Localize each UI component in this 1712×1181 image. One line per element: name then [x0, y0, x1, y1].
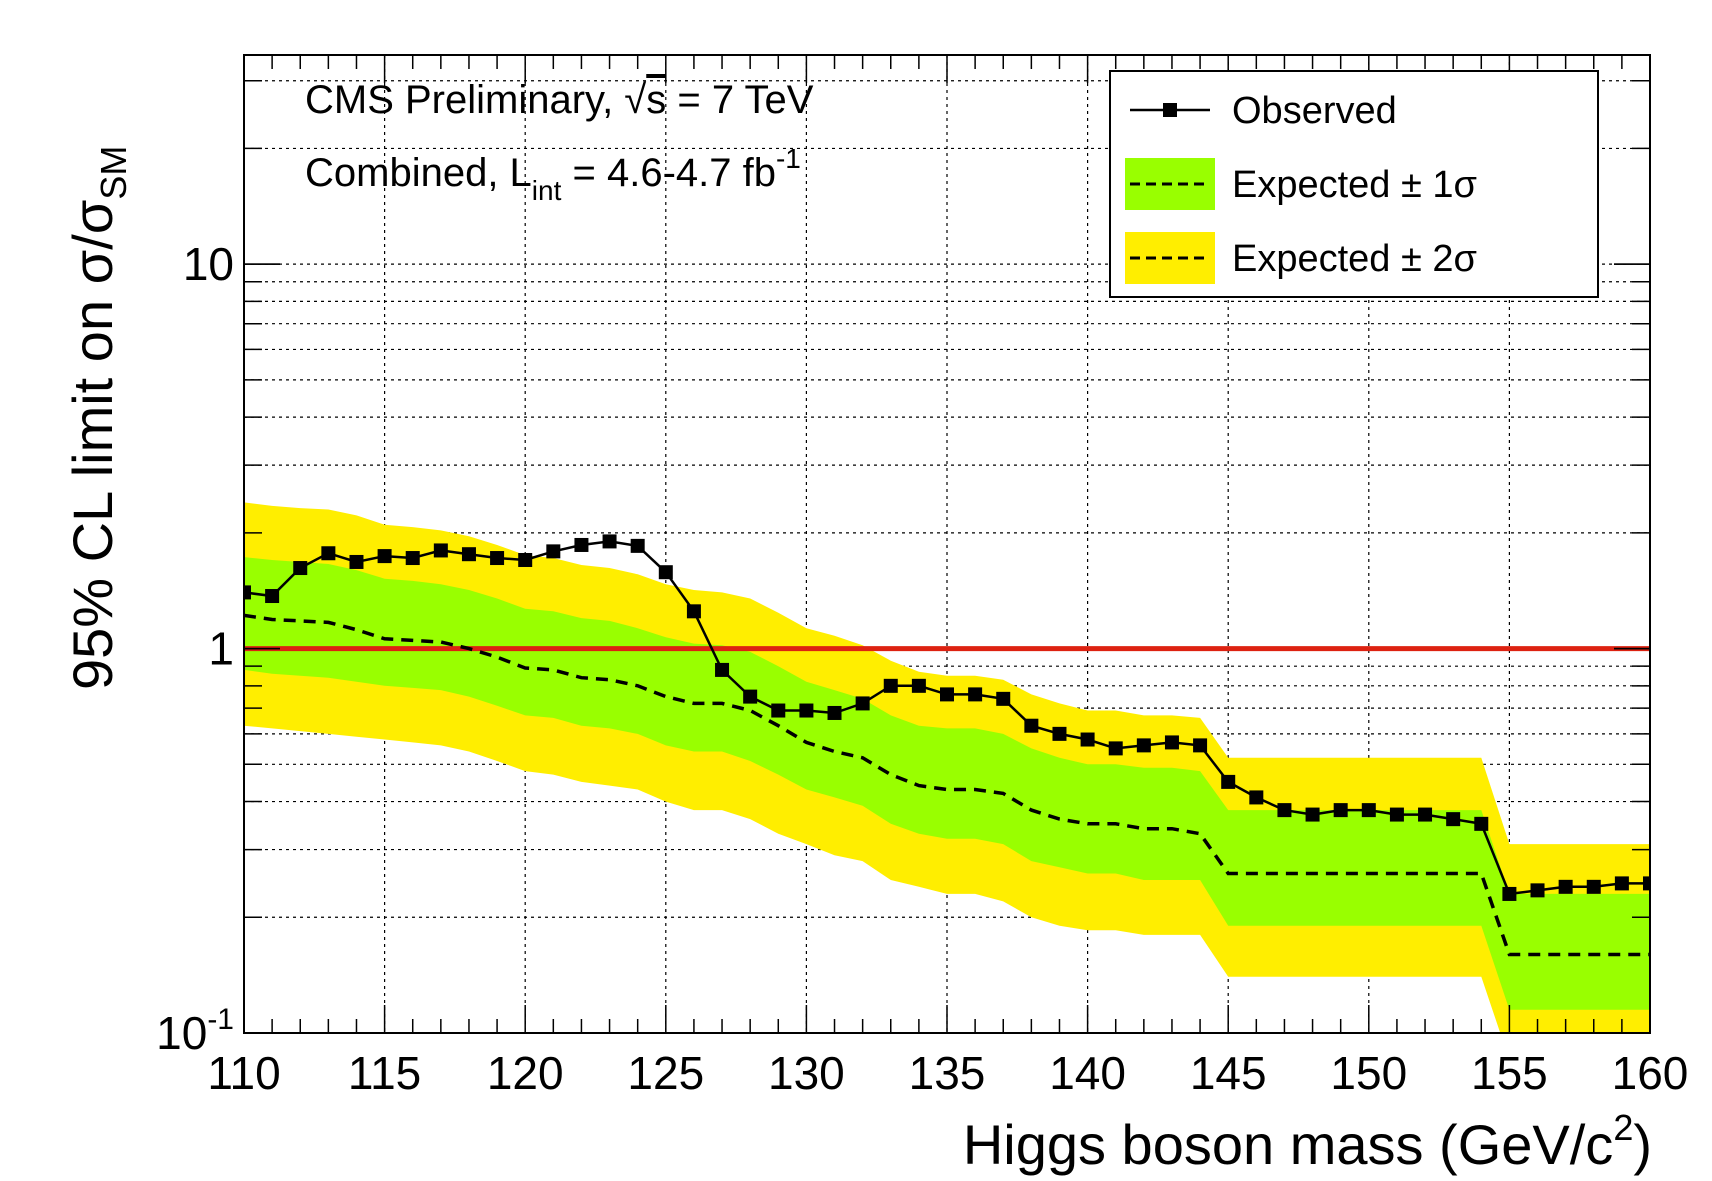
x-tick-label: 110 — [207, 1047, 280, 1099]
observed-point — [1418, 807, 1433, 822]
y-tick-label: 1 — [208, 623, 234, 675]
observed-markers — [244, 534, 1650, 901]
observed-point — [602, 534, 617, 549]
legend-entry-2sigma: Expected ± 2σ — [1125, 232, 1477, 284]
observed-point — [574, 537, 589, 552]
observed-point — [1221, 774, 1236, 789]
observed-point — [244, 585, 251, 600]
legend-label-observed: Observed — [1232, 90, 1397, 132]
x-axis-title: Higgs boson mass (GeV/c2) — [963, 1107, 1652, 1176]
y-tick-label: 10 — [183, 238, 234, 290]
observed-point — [940, 687, 954, 702]
axis-ticks — [243, 55, 1651, 1034]
observed-point — [1024, 718, 1039, 733]
observed-point — [799, 703, 814, 718]
observed-point — [1277, 803, 1292, 818]
observed-point — [1305, 807, 1320, 822]
x-tick-labels: 110 115 120 125 130 135 140 145 150 155 160 — [207, 1047, 1688, 1099]
observed-point — [827, 705, 842, 720]
observed-point — [968, 687, 983, 702]
observed-point — [1052, 726, 1067, 741]
expected-line — [244, 613, 1650, 957]
observed-point — [855, 696, 870, 711]
legend-observed-marker-swatch — [1163, 103, 1177, 117]
observed-point — [1389, 807, 1404, 822]
observed-point — [1361, 803, 1376, 818]
observed-point — [1136, 738, 1151, 753]
observed-point — [1643, 876, 1650, 891]
observed-point — [433, 543, 448, 558]
observed-point — [1080, 732, 1095, 747]
x-tick-label: 145 — [1190, 1047, 1267, 1099]
legend-entry-1sigma: Expected ± 1σ — [1125, 158, 1477, 210]
x-tick-label: 115 — [348, 1047, 421, 1099]
legend: Observed Expected ± 1σ Expected ± 2σ — [1109, 70, 1599, 298]
observed-point — [686, 604, 701, 619]
x-tick-label: 135 — [909, 1047, 986, 1099]
x-tick-label: 120 — [487, 1047, 564, 1099]
observed-point — [911, 678, 926, 693]
observed-point — [490, 551, 505, 566]
plot-frame — [243, 54, 1651, 1034]
observed-point — [1558, 879, 1573, 894]
legend-entry-observed: Observed — [1130, 90, 1397, 132]
observed-point — [996, 691, 1011, 706]
expected-1sigma-band — [244, 557, 1650, 1010]
y-tick-label: 10-1 — [156, 1003, 234, 1059]
x-tick-label: 160 — [1612, 1047, 1689, 1099]
observed-point — [405, 551, 420, 566]
observed-point — [883, 678, 898, 693]
observed-point — [1249, 790, 1264, 805]
observed-point — [658, 565, 673, 580]
legend-label-1sigma: Expected ± 1σ — [1232, 164, 1477, 206]
x-tick-label: 125 — [627, 1047, 704, 1099]
observed-point — [1586, 879, 1601, 894]
x-tick-label: 130 — [768, 1047, 845, 1099]
y-axis-title: 95% CL limit on σ/σSM — [61, 146, 134, 690]
observed-point — [1164, 735, 1179, 750]
observed-point — [546, 544, 561, 559]
observed-point — [1446, 812, 1461, 827]
observed-point — [1502, 886, 1517, 901]
observed-point — [1108, 741, 1123, 756]
observed-point — [349, 554, 364, 569]
observed-point — [630, 538, 645, 553]
observed-point — [377, 549, 392, 564]
observed-point — [461, 547, 476, 562]
x-tick-label: 155 — [1471, 1047, 1548, 1099]
observed-point — [1193, 738, 1208, 753]
observed-point — [715, 662, 730, 677]
observed-point — [265, 589, 280, 604]
x-tick-label: 150 — [1330, 1047, 1407, 1099]
observed-point — [1474, 816, 1489, 831]
observed-point — [1333, 803, 1348, 818]
header-line-1: CMS Preliminary, √s = 7 TeV — [305, 78, 814, 122]
observed-point — [321, 546, 336, 561]
observed-point — [293, 561, 308, 576]
legend-label-2sigma: Expected ± 2σ — [1232, 238, 1477, 280]
header-line-2: Combined, Lint = 4.6-4.7 fb-1 — [305, 143, 801, 206]
observed-point — [743, 689, 758, 704]
observed-point — [1530, 883, 1545, 898]
observed-point — [771, 703, 786, 718]
observed-point — [518, 552, 533, 567]
x-tick-label: 140 — [1049, 1047, 1126, 1099]
y-tick-labels: 10-1 1 10 — [156, 238, 234, 1059]
observed-point — [1614, 876, 1629, 891]
